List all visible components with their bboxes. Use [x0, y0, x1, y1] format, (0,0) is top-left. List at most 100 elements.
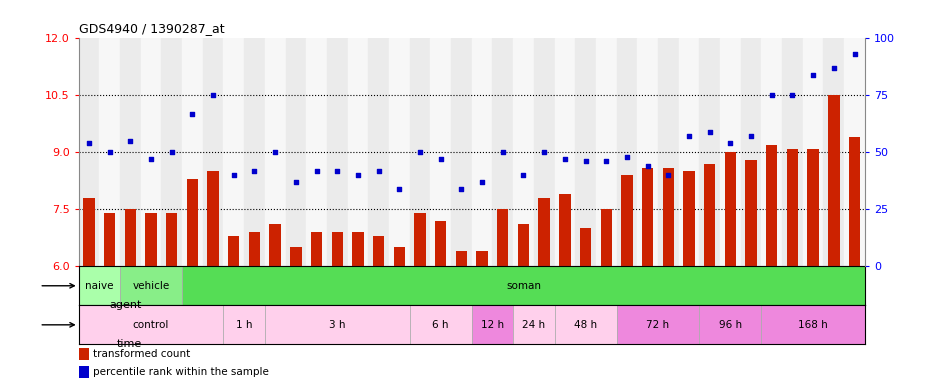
Point: [496, 149, 511, 156]
Point: [392, 186, 407, 192]
Point: [723, 140, 738, 146]
Bar: [554, 305, 617, 344]
Bar: [575, 38, 596, 266]
Point: [475, 179, 489, 185]
Bar: [327, 38, 348, 266]
Bar: [249, 232, 260, 266]
Bar: [823, 38, 845, 266]
Bar: [787, 149, 798, 266]
Bar: [704, 164, 715, 266]
Point: [185, 111, 200, 117]
Bar: [741, 38, 761, 266]
Text: agent: agent: [109, 300, 142, 310]
Text: GDS4940 / 1390287_at: GDS4940 / 1390287_at: [79, 22, 224, 35]
Bar: [808, 149, 819, 266]
Bar: [720, 38, 741, 266]
Bar: [783, 38, 803, 266]
Bar: [456, 251, 467, 266]
Text: percentile rank within the sample: percentile rank within the sample: [92, 367, 268, 377]
Text: 72 h: 72 h: [647, 320, 670, 330]
Point: [536, 149, 551, 156]
Point: [247, 167, 262, 174]
Point: [454, 186, 469, 192]
Bar: [513, 38, 534, 266]
Bar: [269, 225, 281, 266]
Bar: [265, 38, 286, 266]
Point: [371, 167, 386, 174]
Bar: [849, 137, 860, 266]
Text: soman: soman: [506, 281, 541, 291]
Bar: [534, 38, 554, 266]
Bar: [389, 38, 410, 266]
Bar: [622, 175, 633, 266]
Bar: [642, 167, 653, 266]
Point: [806, 72, 820, 78]
Text: 12 h: 12 h: [481, 320, 504, 330]
Point: [165, 149, 179, 156]
Bar: [311, 232, 322, 266]
Bar: [761, 305, 865, 344]
Bar: [306, 38, 327, 266]
Point: [785, 92, 800, 98]
Point: [103, 149, 117, 156]
Bar: [228, 236, 240, 266]
Bar: [679, 38, 699, 266]
Bar: [699, 305, 761, 344]
Bar: [120, 266, 182, 305]
Bar: [435, 221, 447, 266]
Bar: [207, 171, 219, 266]
Bar: [554, 38, 575, 266]
Bar: [617, 38, 637, 266]
Point: [330, 167, 345, 174]
Bar: [203, 38, 224, 266]
Bar: [83, 198, 94, 266]
Bar: [120, 38, 141, 266]
Bar: [352, 232, 364, 266]
Bar: [803, 38, 823, 266]
Bar: [828, 95, 840, 266]
Bar: [513, 305, 554, 344]
Point: [227, 172, 241, 178]
Bar: [492, 38, 513, 266]
Bar: [79, 348, 89, 361]
Bar: [79, 366, 89, 378]
Bar: [224, 305, 265, 344]
Bar: [182, 38, 203, 266]
Text: 3 h: 3 h: [329, 320, 346, 330]
Bar: [368, 38, 389, 266]
Bar: [99, 38, 120, 266]
Bar: [472, 305, 513, 344]
Bar: [658, 38, 679, 266]
Text: control: control: [133, 320, 169, 330]
Text: 1 h: 1 h: [236, 320, 253, 330]
Bar: [746, 160, 757, 266]
Bar: [845, 38, 865, 266]
Bar: [580, 228, 591, 266]
Point: [744, 133, 758, 139]
Bar: [600, 209, 612, 266]
Bar: [430, 38, 451, 266]
Point: [268, 149, 283, 156]
Bar: [662, 167, 674, 266]
Bar: [766, 145, 777, 266]
Bar: [497, 209, 509, 266]
Point: [558, 156, 573, 162]
Bar: [187, 179, 198, 266]
Bar: [414, 213, 426, 266]
Text: 96 h: 96 h: [719, 320, 742, 330]
Bar: [410, 38, 430, 266]
Point: [81, 140, 96, 146]
Bar: [331, 232, 343, 266]
Point: [123, 138, 138, 144]
Point: [309, 167, 324, 174]
Point: [205, 92, 220, 98]
Bar: [451, 38, 472, 266]
Bar: [182, 266, 865, 305]
Point: [682, 133, 697, 139]
Bar: [161, 38, 182, 266]
Text: 48 h: 48 h: [574, 320, 598, 330]
Point: [143, 156, 158, 162]
Bar: [410, 305, 472, 344]
Bar: [145, 213, 156, 266]
Bar: [684, 171, 695, 266]
